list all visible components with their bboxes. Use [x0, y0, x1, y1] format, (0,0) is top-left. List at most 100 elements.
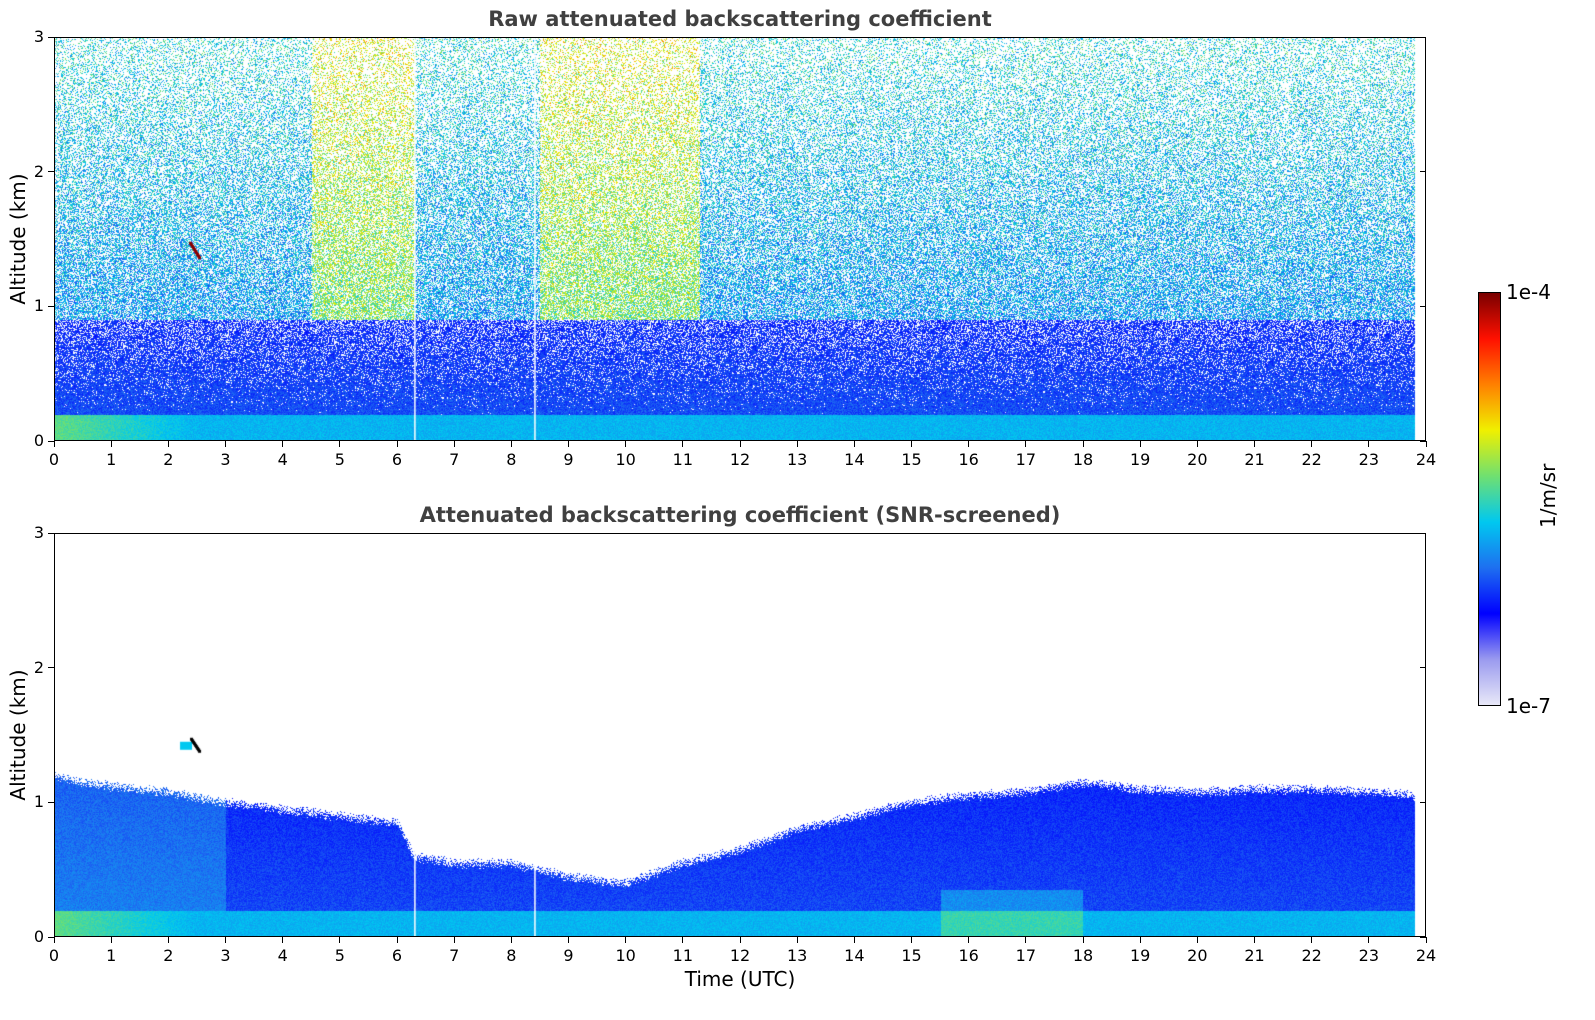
colorbar-min-label: 1e-7	[1506, 694, 1551, 718]
x-tick-label: 10	[615, 450, 636, 469]
heatmap-1-canvas	[54, 37, 1426, 441]
x-tick	[853, 937, 855, 943]
y-tick-label: 2	[33, 161, 44, 181]
x-tick-label: 16	[958, 946, 979, 965]
y-tick	[48, 305, 54, 307]
y-tick	[48, 667, 54, 669]
x-tick	[968, 441, 970, 447]
y-tick-right	[1420, 440, 1426, 442]
x-tick-label: 14	[844, 946, 865, 965]
y-tick-label: 2	[33, 657, 44, 677]
x-tick-label: 2	[163, 946, 174, 965]
x-tick-label: 21	[1244, 946, 1265, 965]
y-tick-label: 0	[33, 431, 44, 450]
y-tick	[48, 440, 54, 442]
x-tick	[968, 937, 970, 943]
x-tick-label: 16	[958, 450, 979, 469]
x-tick	[911, 937, 912, 943]
y-tick	[48, 936, 54, 938]
x-tick-label: 4	[277, 946, 288, 965]
y-tick-right	[1420, 936, 1426, 938]
x-tick-label: 8	[506, 450, 517, 469]
x-tick-label: 22	[1301, 450, 1322, 469]
x-tick	[453, 441, 455, 447]
y-tick	[48, 801, 54, 803]
x-tick-label: 1	[106, 450, 117, 469]
x-tick	[1139, 441, 1141, 447]
raw-backscatter-heatmap	[54, 37, 1426, 441]
x-tick	[1368, 937, 1370, 943]
x-tick	[282, 937, 284, 943]
panel-2-title: Attenuated backscattering coefficient (S…	[419, 503, 1061, 527]
x-tick	[1311, 937, 1313, 943]
x-tick-label: 6	[391, 946, 403, 965]
x-tick-label: 11	[672, 946, 693, 965]
x-tick-label: 24	[1415, 450, 1437, 469]
x-tick	[110, 937, 112, 943]
x-tick-label: 21	[1244, 450, 1265, 469]
x-tick	[568, 937, 569, 943]
x-tick	[53, 441, 55, 447]
x-tick	[453, 937, 455, 943]
x-tick-label: 12	[729, 450, 751, 469]
x-tick-label: 14	[844, 450, 865, 469]
x-tick-label: 7	[449, 946, 460, 965]
x-tick	[1196, 937, 1198, 943]
x-tick-label: 20	[1187, 450, 1208, 469]
x-tick	[167, 441, 169, 447]
x-tick	[1425, 441, 1427, 447]
x-tick	[510, 937, 512, 943]
x-tick	[1196, 441, 1198, 447]
x-tick-label: 9	[563, 946, 574, 965]
x-tick-label: 6	[391, 450, 403, 469]
x-tick	[1082, 441, 1084, 447]
x-tick-label: 3	[220, 450, 231, 469]
x-tick-label: 0	[48, 946, 60, 965]
x-tick-label: 18	[1072, 450, 1094, 469]
x-tick-label: 19	[1129, 946, 1151, 965]
x-tick-label: 5	[334, 450, 345, 469]
x-tick	[682, 441, 684, 447]
y-tick-right	[1420, 36, 1426, 38]
screened-backscatter-heatmap	[54, 533, 1426, 937]
x-tick	[339, 937, 341, 943]
x-tick	[110, 441, 112, 447]
x-tick-label: 23	[1358, 450, 1379, 469]
y-tick	[48, 36, 54, 38]
x-tick-label: 12	[729, 946, 751, 965]
x-tick	[1425, 937, 1427, 943]
x-tick	[682, 937, 684, 943]
x-tick	[339, 441, 341, 447]
y-tick-right	[1420, 801, 1426, 803]
y-tick-right	[1420, 171, 1426, 173]
x-tick	[167, 937, 169, 943]
y-tick-label: 3	[33, 27, 44, 46]
colorbar-gradient	[1479, 293, 1500, 705]
y-tick-label: 3	[33, 523, 44, 542]
y-tick-right	[1420, 305, 1426, 307]
x-tick-label: 20	[1187, 946, 1208, 965]
x-tick-label: 9	[563, 450, 574, 469]
x-tick	[625, 937, 627, 943]
x-tick	[53, 937, 55, 943]
x-tick	[282, 441, 284, 447]
x-tick	[225, 937, 226, 943]
x-tick	[1254, 441, 1255, 447]
x-tick	[739, 937, 741, 943]
x-tick-label: 23	[1358, 946, 1379, 965]
y-tick-right	[1420, 667, 1426, 669]
x-tick-label: 1	[106, 946, 117, 965]
x-tick-label: 24	[1415, 946, 1437, 965]
colorbar-max-label: 1e-4	[1506, 280, 1551, 304]
x-tick	[396, 937, 398, 943]
x-tick-label: 18	[1072, 946, 1094, 965]
x-tick-label: 3	[220, 946, 231, 965]
x-tick-label: 2	[163, 450, 174, 469]
x-tick-label: 17	[1015, 450, 1036, 469]
x-tick	[1025, 937, 1027, 943]
x-tick	[1311, 441, 1313, 447]
panel-2-xlabel: Time (UTC)	[684, 967, 796, 991]
x-tick-label: 4	[277, 450, 288, 469]
x-tick	[796, 937, 798, 943]
x-tick	[510, 441, 512, 447]
